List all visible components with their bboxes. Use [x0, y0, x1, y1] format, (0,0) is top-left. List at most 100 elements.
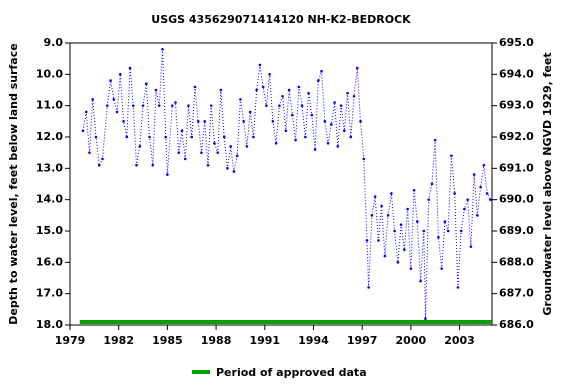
data-point: [370, 214, 374, 217]
data-point: [469, 245, 473, 248]
data-point: [330, 123, 333, 126]
y-axis-label: Depth to water level, feet below land su…: [7, 43, 20, 324]
data-point: [278, 104, 281, 107]
data-point: [203, 120, 207, 123]
data-point: [222, 135, 226, 139]
data-point: [287, 88, 291, 92]
data-point: [294, 138, 297, 142]
y-tick-label: 12.0: [36, 130, 63, 143]
data-point: [386, 214, 390, 217]
data-point: [343, 129, 346, 133]
data-point: [157, 104, 161, 107]
y-tick-label: 11.0: [36, 99, 63, 112]
data-point: [479, 185, 482, 189]
data-point: [416, 220, 419, 223]
data-point: [148, 135, 151, 139]
data-point: [313, 148, 317, 151]
data-point: [409, 267, 413, 270]
data-point: [463, 207, 466, 211]
data-point: [261, 85, 265, 89]
data-point: [265, 104, 268, 107]
data-point: [450, 154, 453, 158]
data-point: [284, 129, 288, 133]
data-point: [310, 113, 314, 117]
y2-tick-label: 689.0: [499, 224, 534, 237]
y-tick-label: 15.0: [36, 224, 63, 237]
data-point: [359, 120, 362, 123]
data-point: [349, 135, 353, 139]
data-point: [239, 98, 242, 101]
data-point: [209, 104, 213, 107]
data-point: [362, 157, 366, 161]
x-tick-label: 1991: [249, 334, 280, 347]
y2-tick-label: 692.0: [499, 130, 534, 143]
data-point: [422, 229, 426, 233]
data-point: [81, 129, 85, 133]
data-point: [91, 98, 95, 101]
data-point: [412, 188, 416, 192]
data-point: [132, 104, 135, 107]
y2-tick-label: 694.0: [499, 67, 534, 80]
data-point: [166, 173, 169, 176]
y-tick-label: 14.0: [36, 193, 63, 206]
data-point: [476, 214, 479, 217]
data-point: [248, 110, 252, 114]
data-point: [430, 182, 434, 186]
data-point: [271, 120, 275, 123]
data-point: [213, 141, 216, 145]
x-tick-label: 1988: [201, 334, 232, 347]
data-point: [355, 66, 359, 70]
y2-tick-label: 688.0: [499, 255, 534, 268]
y-tick-label: 18.0: [36, 318, 63, 331]
data-point: [453, 192, 456, 195]
data-point: [393, 229, 396, 233]
data-point: [485, 192, 489, 195]
data-point: [297, 85, 301, 89]
data-point: [446, 229, 450, 233]
data-point: [320, 69, 323, 73]
data-point: [396, 261, 400, 264]
data-point: [109, 79, 112, 82]
data-point: [161, 47, 164, 51]
x-tick-label: 1982: [103, 334, 134, 347]
data-point: [307, 91, 310, 95]
data-point: [170, 104, 174, 107]
data-point: [472, 173, 476, 176]
data-point: [482, 163, 486, 167]
data-point: [377, 239, 380, 242]
data-point: [94, 135, 98, 139]
y2-tick-label: 691.0: [499, 161, 534, 174]
data-point: [141, 104, 145, 107]
y2-axis-label: Groundwater level above NGVD 1929, feet: [541, 52, 554, 315]
y2-tick-label: 695.0: [499, 36, 534, 49]
data-point: [106, 104, 109, 107]
data-point: [115, 110, 119, 114]
legend-label: Period of approved data: [216, 366, 367, 379]
data-point: [326, 141, 330, 145]
y2-tick-label: 690.0: [499, 193, 534, 206]
data-point: [84, 110, 88, 114]
data-point: [112, 98, 116, 101]
data-point: [255, 88, 258, 92]
data-point: [383, 254, 387, 258]
data-point: [154, 88, 158, 92]
data-point: [174, 101, 177, 104]
data-point: [200, 151, 203, 154]
data-point: [144, 82, 148, 86]
data-point: [274, 141, 278, 145]
plot-frame: [69, 42, 493, 326]
data-point: [291, 113, 294, 117]
data-point: [333, 101, 336, 104]
data-point: [373, 195, 377, 198]
data-point: [466, 198, 469, 201]
data-point: [419, 279, 422, 283]
data-point: [300, 104, 304, 107]
data-point: [456, 286, 460, 289]
data-point: [196, 120, 200, 123]
data-point: [406, 207, 409, 211]
data-point: [183, 157, 187, 161]
data-point: [390, 192, 393, 195]
data-point: [119, 73, 122, 76]
x-tick-label: 1979: [55, 334, 86, 347]
